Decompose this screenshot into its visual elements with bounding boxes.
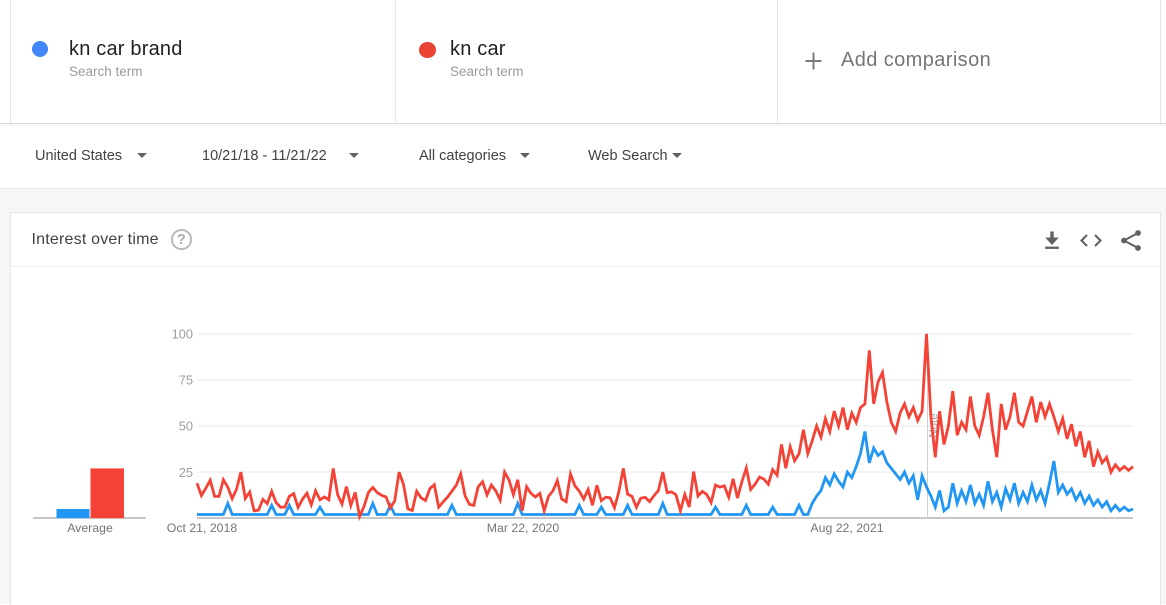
svg-text:Aug 22, 2021: Aug 22, 2021 [810,521,883,535]
svg-text:100: 100 [172,327,193,342]
svg-text:Oct 21, 2018: Oct 21, 2018 [167,521,238,535]
svg-text:25: 25 [179,465,193,480]
svg-text:Average: Average [67,521,113,535]
svg-text:75: 75 [179,373,193,388]
svg-text:50: 50 [179,419,193,434]
svg-text:Mar 22, 2020: Mar 22, 2020 [487,521,560,535]
